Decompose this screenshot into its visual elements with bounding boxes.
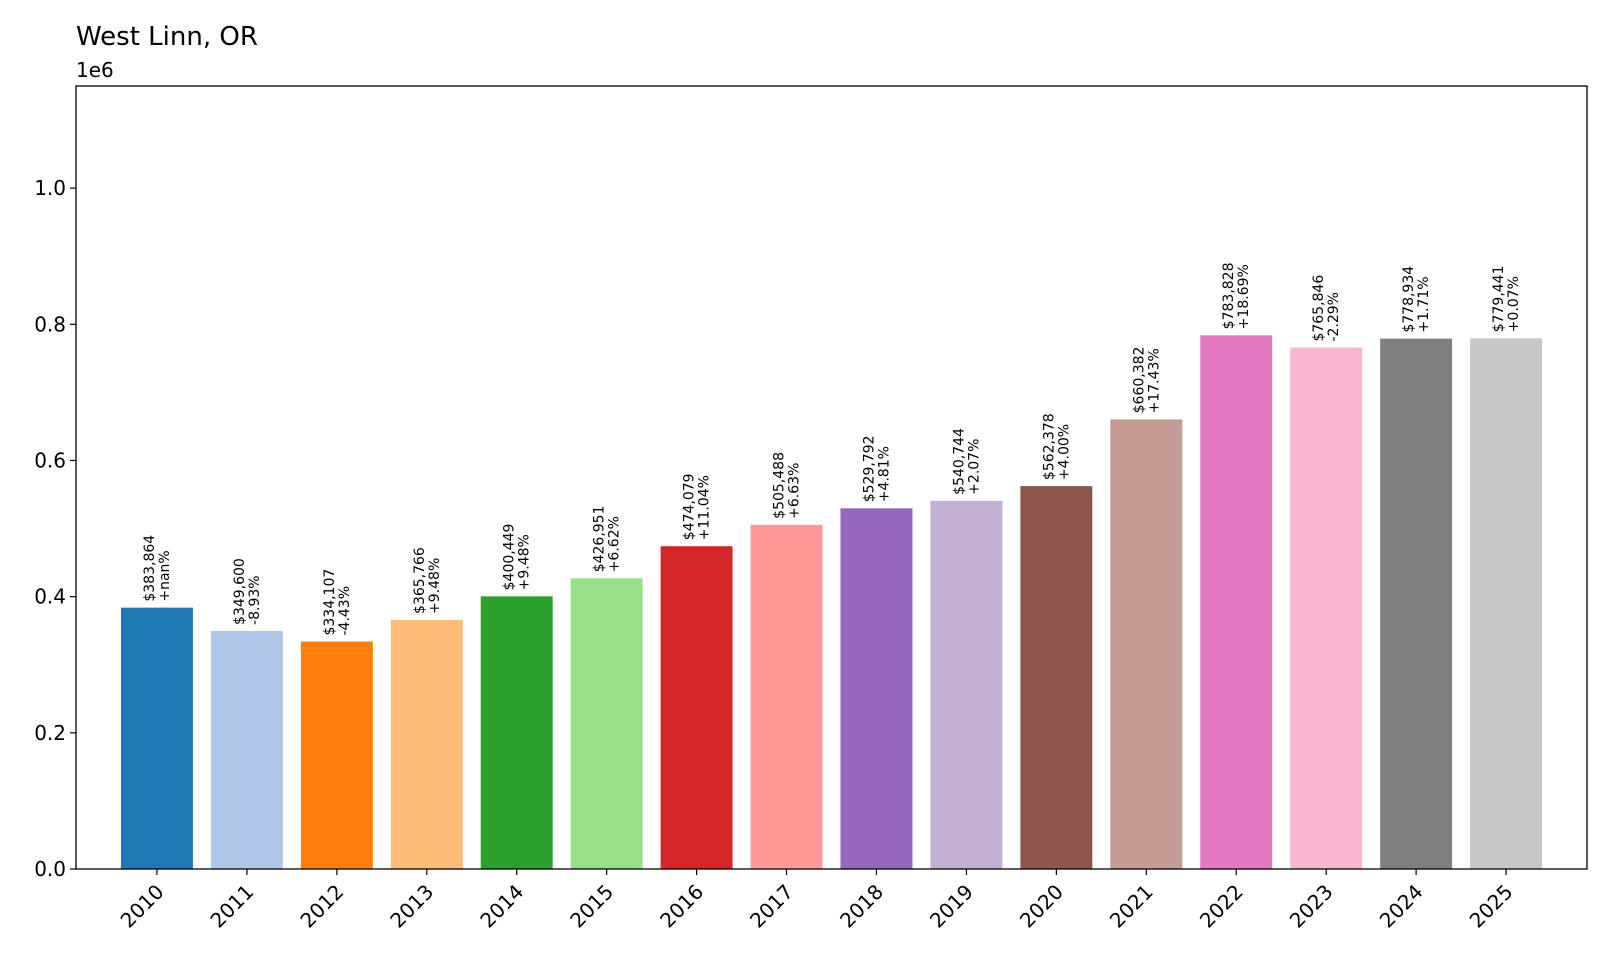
- y-tick-label: 0.0: [34, 857, 66, 881]
- bar-value-label-2011: $349,600-8.93%: [232, 558, 263, 625]
- bar-price-label: $365,766: [412, 547, 428, 614]
- bar-price-label: $505,488: [772, 452, 788, 519]
- y-axis: 0.0 0.2 0.4 0.6 0.8 1.0: [34, 176, 76, 881]
- bar-change-label: -4.43%: [337, 586, 353, 636]
- x-tick-label-2013: 2013: [385, 880, 438, 933]
- bar-price-label: $334,107: [322, 569, 338, 636]
- bar-value-label-2017: $505,488+6.63%: [772, 452, 803, 519]
- bar-change-label: +2.07%: [966, 439, 982, 495]
- bar-value-label-2016: $474,079+11.04%: [682, 473, 713, 540]
- bar-price-label: $562,378: [1041, 413, 1057, 480]
- y-tick-label: 0.2: [34, 721, 66, 745]
- x-tick-label-2020: 2020: [1015, 880, 1068, 933]
- x-tick-label-2023: 2023: [1285, 880, 1338, 933]
- bar-change-label: +18.69%: [1236, 264, 1252, 329]
- bar-change-label: +1.71%: [1416, 276, 1432, 332]
- plot-area-frame: [75, 85, 1588, 870]
- bar-2010: [120, 607, 193, 869]
- bar-value-label-2014: $400,449+9.48%: [502, 524, 533, 591]
- bar-price-label: $426,951: [592, 505, 608, 572]
- bar-price-label: $660,382: [1131, 347, 1147, 414]
- x-tick-label-2015: 2015: [565, 880, 618, 933]
- x-tick-label-2022: 2022: [1195, 880, 1248, 933]
- bar-2018: [840, 508, 913, 869]
- bar-2016: [660, 546, 733, 869]
- bar-value-label-2015: $426,951+6.62%: [592, 505, 623, 572]
- bar-labels-layer: $383,864+nan% $349,600-8.93% $334,107-4.43…: [142, 263, 1522, 636]
- bars-layer: [120, 335, 1543, 869]
- y-tick-label: 0.6: [34, 448, 66, 472]
- bar-2020: [1020, 486, 1093, 869]
- x-axis: 2010 2011 2012 2013 2014 2015 2016 2017 2018 2019…: [116, 869, 1518, 933]
- bar-change-label: +11.04%: [697, 475, 713, 540]
- bar-2021: [1110, 419, 1183, 869]
- bar-value-label-2018: $529,792+4.81%: [861, 435, 892, 502]
- bar-price-label: $400,449: [502, 524, 518, 591]
- bar-price-label: $529,792: [861, 435, 877, 502]
- bar-value-label-2019: $540,744+2.07%: [951, 428, 982, 495]
- bar-change-label: +6.62%: [607, 516, 623, 572]
- bar-value-label-2024: $778,934+1.71%: [1401, 266, 1432, 333]
- bar-change-label: +4.00%: [1056, 424, 1072, 480]
- bar-price-label: $349,600: [232, 558, 248, 625]
- bar-value-label-2013: $365,766+9.48%: [412, 547, 443, 614]
- x-tick-label-2016: 2016: [655, 880, 708, 933]
- bar-2022: [1200, 335, 1273, 869]
- bar-2015: [570, 578, 643, 869]
- y-tick-label: 0.4: [34, 585, 66, 609]
- y-tick-label: 1.0: [34, 176, 66, 200]
- bar-price-label: $783,828: [1221, 263, 1237, 330]
- x-tick-label-2024: 2024: [1375, 880, 1428, 933]
- bar-change-label: +17.43%: [1146, 348, 1162, 413]
- bar-2012: [300, 641, 373, 869]
- bar-change-label: +nan%: [157, 550, 173, 601]
- x-tick-label-2014: 2014: [475, 880, 528, 933]
- bar-2019: [930, 500, 1003, 869]
- x-tick-label-2025: 2025: [1465, 880, 1518, 933]
- bar-price-label: $474,079: [682, 473, 698, 540]
- bar-change-label: +4.81%: [876, 446, 892, 502]
- bar-value-label-2022: $783,828+18.69%: [1221, 263, 1252, 330]
- bar-change-label: -8.93%: [247, 575, 263, 625]
- y-tick-label: 0.8: [34, 312, 66, 336]
- bar-price-label: $540,744: [951, 428, 967, 495]
- bar-change-label: +9.48%: [517, 534, 533, 590]
- bar-change-label: +9.48%: [427, 558, 443, 614]
- bar-price-label: $779,441: [1491, 265, 1507, 332]
- x-tick-label-2011: 2011: [205, 880, 258, 933]
- x-tick-label-2021: 2021: [1105, 880, 1158, 933]
- bar-2025: [1470, 338, 1543, 869]
- bar-2011: [210, 630, 283, 869]
- bar-2024: [1380, 338, 1453, 869]
- y-axis-offset-label: 1e6: [76, 58, 114, 82]
- bar-price-label: $778,934: [1401, 266, 1417, 333]
- x-tick-label-2012: 2012: [295, 880, 348, 933]
- bar-change-label: -2.29%: [1326, 292, 1342, 342]
- bar-price-label: $383,864: [142, 535, 158, 602]
- x-tick-label-2017: 2017: [745, 880, 798, 933]
- bar-value-label-2010: $383,864+nan%: [142, 535, 173, 602]
- bar-change-label: +0.07%: [1506, 276, 1522, 332]
- x-tick-label-2010: 2010: [116, 880, 169, 933]
- bar-value-label-2025: $779,441+0.07%: [1491, 265, 1522, 332]
- bar-value-label-2021: $660,382+17.43%: [1131, 347, 1162, 414]
- bar-value-label-2020: $562,378+4.00%: [1041, 413, 1072, 480]
- chart-title: West Linn, OR: [76, 22, 258, 52]
- bar-value-label-2023: $765,846-2.29%: [1311, 275, 1342, 342]
- bar-2017: [750, 524, 823, 869]
- x-tick-label-2018: 2018: [835, 880, 888, 933]
- bar-value-label-2012: $334,107-4.43%: [322, 569, 353, 636]
- x-tick-label-2019: 2019: [925, 880, 978, 933]
- bar-2013: [390, 619, 463, 869]
- bar-price-label: $765,846: [1311, 275, 1327, 342]
- bar-2023: [1290, 347, 1363, 869]
- bar-change-label: +6.63%: [787, 463, 803, 519]
- bar-2014: [480, 596, 553, 869]
